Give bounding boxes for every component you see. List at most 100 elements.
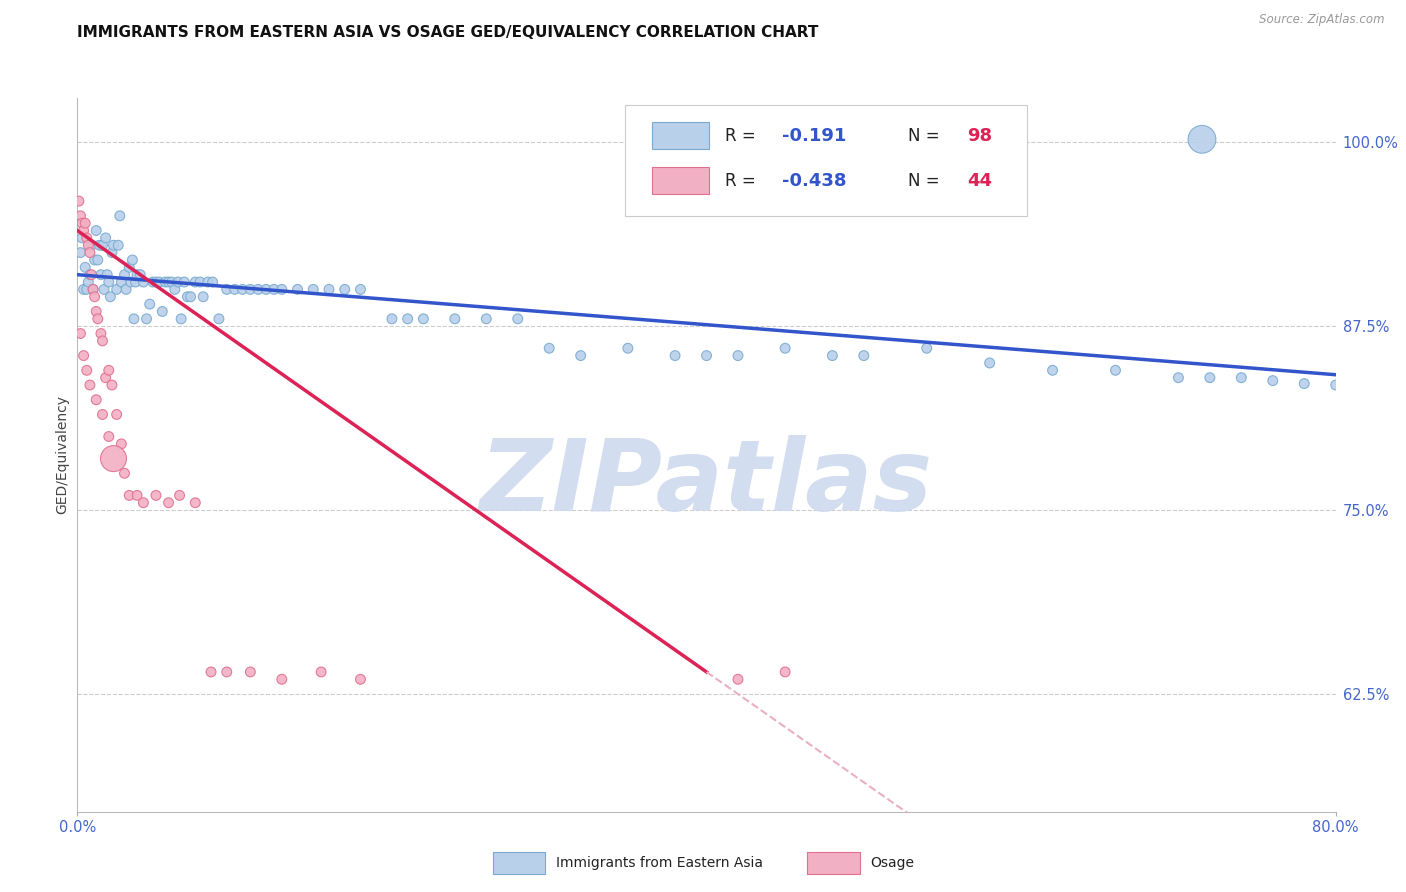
Point xyxy=(108,209,131,223)
Point xyxy=(129,268,152,282)
Point xyxy=(200,665,222,679)
Text: IMMIGRANTS FROM EASTERN ASIA VS OSAGE GED/EQUIVALENCY CORRELATION CHART: IMMIGRANTS FROM EASTERN ASIA VS OSAGE GE… xyxy=(77,25,818,40)
Point xyxy=(1191,132,1213,146)
Point xyxy=(569,349,592,363)
Point xyxy=(696,349,718,363)
Text: Source: ZipAtlas.com: Source: ZipAtlas.com xyxy=(1260,13,1385,27)
Point xyxy=(94,231,117,245)
Point xyxy=(90,268,112,282)
Point xyxy=(75,260,97,275)
Point xyxy=(1230,370,1253,384)
FancyBboxPatch shape xyxy=(624,105,1028,216)
Point xyxy=(173,275,195,289)
Point xyxy=(97,429,120,443)
Point xyxy=(191,290,215,304)
Point xyxy=(176,290,198,304)
Point xyxy=(239,282,262,296)
FancyBboxPatch shape xyxy=(652,122,709,150)
Point xyxy=(247,282,270,296)
Point xyxy=(76,363,98,377)
Point xyxy=(70,216,93,230)
Point xyxy=(121,252,143,267)
Point xyxy=(1294,376,1316,391)
Point xyxy=(105,408,128,422)
Point xyxy=(1104,363,1126,377)
Point xyxy=(184,275,207,289)
Point xyxy=(114,268,136,282)
Point xyxy=(142,275,165,289)
Point xyxy=(94,370,117,384)
Point xyxy=(188,275,211,289)
Point xyxy=(475,311,498,326)
Point xyxy=(103,451,125,466)
Point xyxy=(110,275,132,289)
Point xyxy=(821,349,844,363)
Point xyxy=(309,665,332,679)
Point xyxy=(170,311,193,326)
Point xyxy=(84,392,107,407)
Point xyxy=(239,665,262,679)
Text: R =: R = xyxy=(725,172,762,190)
Point xyxy=(69,209,91,223)
Point xyxy=(114,467,136,481)
Point xyxy=(107,238,129,252)
Point xyxy=(349,282,371,296)
Point xyxy=(91,334,114,348)
Text: Osage: Osage xyxy=(870,856,914,870)
Point xyxy=(852,349,875,363)
Point xyxy=(80,268,103,282)
Point xyxy=(72,349,94,363)
Point xyxy=(67,194,90,208)
Point xyxy=(79,378,101,392)
Point xyxy=(224,282,246,296)
Point xyxy=(72,282,94,296)
Point xyxy=(160,275,183,289)
Point xyxy=(1261,374,1284,388)
Point xyxy=(70,231,93,245)
Point xyxy=(381,311,404,326)
Point xyxy=(270,282,292,296)
Point xyxy=(138,297,160,311)
Point xyxy=(169,488,191,502)
Point xyxy=(135,311,157,326)
Point xyxy=(318,282,340,296)
Point xyxy=(180,290,202,304)
Point xyxy=(254,282,277,296)
Point xyxy=(287,282,309,296)
Point xyxy=(98,290,121,304)
Point xyxy=(93,282,115,296)
Point xyxy=(79,268,101,282)
Point xyxy=(1355,381,1378,395)
Point xyxy=(105,282,128,296)
Point xyxy=(263,282,285,296)
Point xyxy=(122,311,145,326)
Point xyxy=(118,260,141,275)
Point xyxy=(76,231,98,245)
Point xyxy=(270,673,292,687)
Point xyxy=(76,282,98,296)
Point xyxy=(91,238,114,252)
Point xyxy=(201,275,224,289)
Point xyxy=(157,496,180,510)
Point xyxy=(538,341,561,355)
Text: -0.438: -0.438 xyxy=(782,172,846,190)
Point xyxy=(82,282,104,296)
Point xyxy=(69,326,91,341)
Point xyxy=(87,252,110,267)
Point xyxy=(69,245,91,260)
Point xyxy=(444,311,467,326)
Point xyxy=(101,245,124,260)
Text: Immigrants from Eastern Asia: Immigrants from Eastern Asia xyxy=(555,856,762,870)
Point xyxy=(148,275,170,289)
Point xyxy=(664,349,686,363)
Text: R =: R = xyxy=(725,127,762,145)
Point xyxy=(80,238,103,252)
Point xyxy=(979,356,1001,370)
Point xyxy=(1042,363,1064,377)
Point xyxy=(96,268,118,282)
Text: ZIPatlas: ZIPatlas xyxy=(479,435,934,532)
Point xyxy=(167,275,190,289)
Point xyxy=(215,282,238,296)
Point xyxy=(163,282,186,296)
Point xyxy=(727,349,749,363)
